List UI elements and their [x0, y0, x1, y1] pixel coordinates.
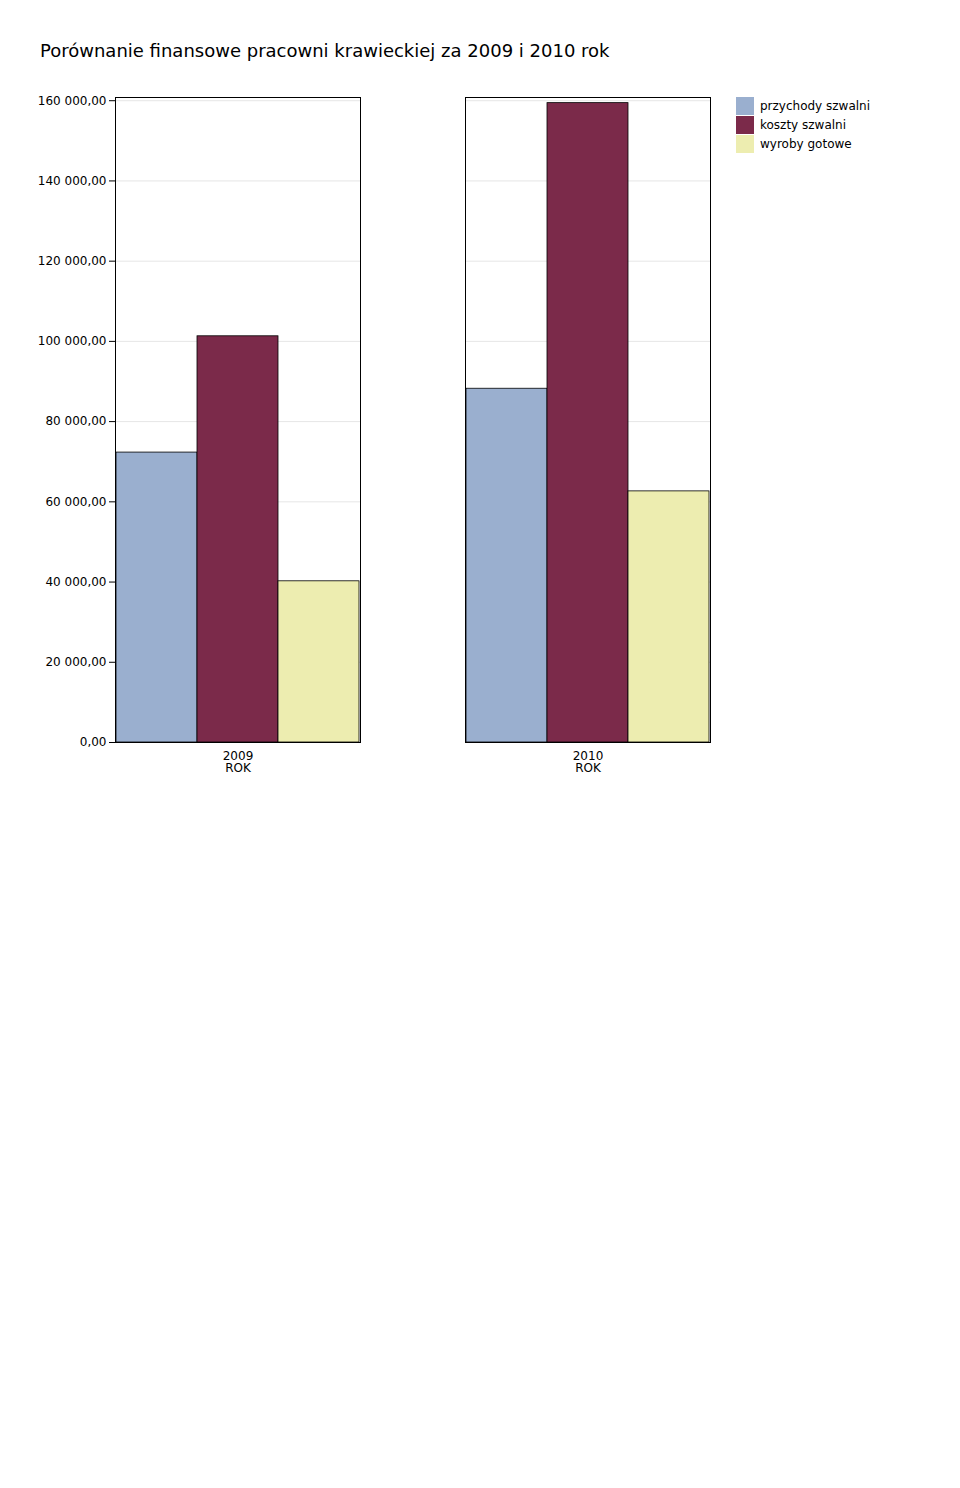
html-text:Porównanie finansowe pracowni: Porównanie finansowe pracowni krawieckie…: [40, 40, 610, 61]
svg-text:100 000,00: 100 000,00: [38, 334, 107, 348]
html-text:przychody szwalni: przychody szwalni: [760, 99, 870, 113]
svg-text:2010ROK: 2010ROK: [573, 749, 604, 775]
svg-text:40 000,00: 40 000,00: [45, 575, 106, 589]
svg-text:80 000,00: 80 000,00: [45, 414, 106, 428]
svg-text:120 000,00: 120 000,00: [38, 254, 107, 268]
svg-text:2009ROK: 2009ROK: [223, 749, 254, 775]
svg-text:160 000,00: 160 000,00: [38, 94, 107, 108]
html-text:koszty szwalni: koszty szwalni: [760, 118, 846, 132]
svg-text:60 000,00: 60 000,00: [45, 495, 106, 509]
svg-text:140 000,00: 140 000,00: [38, 174, 107, 188]
svg-text:20 000,00: 20 000,00: [45, 655, 106, 669]
svg-text:0,00: 0,00: [80, 735, 107, 749]
html-text:wyroby gotowe: wyroby gotowe: [760, 137, 852, 151]
